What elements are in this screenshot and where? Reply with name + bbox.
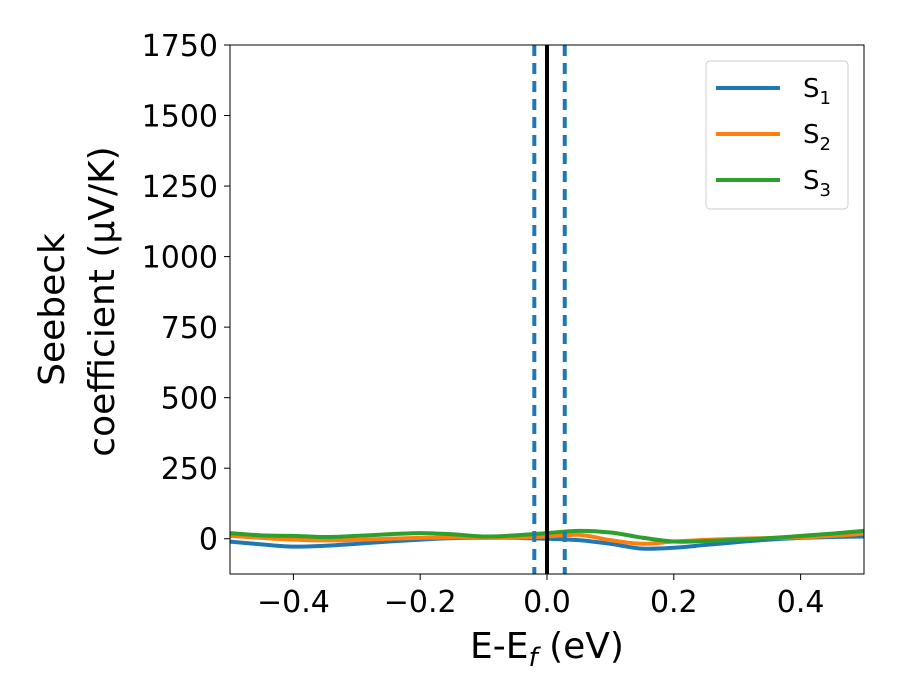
y-tick-label: 250 [161, 452, 218, 487]
y-tick-label: 500 [161, 382, 218, 417]
y-axis-title-line1: Seebeck [32, 233, 73, 386]
y-axis-title-line2: coefficient (μV/K) [82, 146, 123, 456]
legend-label-3: S3 [803, 166, 831, 201]
x-axis-ticks: −0.4 −0.2 0.0 0.2 0.4 [257, 574, 824, 620]
x-tick-label: 0.4 [777, 585, 825, 620]
y-tick-label: 0 [199, 523, 218, 558]
x-tick-label: −0.4 [257, 585, 330, 620]
y-axis-ticks: 0 250 500 750 1000 1250 1500 1750 [142, 29, 230, 558]
legend-label-1: S1 [803, 74, 831, 109]
legend-label-2: S2 [803, 120, 831, 155]
x-axis-title: E-Ef (eV) [470, 626, 624, 673]
y-tick-label: 750 [161, 311, 218, 346]
x-tick-label: 0.2 [650, 585, 698, 620]
y-tick-label: 1250 [142, 170, 218, 205]
y-tick-label: 1750 [142, 29, 218, 64]
legend: S1 S2 S3 [705, 60, 849, 210]
vertical-lines [532, 45, 567, 574]
y-tick-label: 1500 [142, 100, 218, 135]
y-tick-label: 1000 [142, 241, 218, 276]
x-tick-label: 0.0 [523, 585, 571, 620]
x-tick-label: −0.2 [384, 585, 457, 620]
